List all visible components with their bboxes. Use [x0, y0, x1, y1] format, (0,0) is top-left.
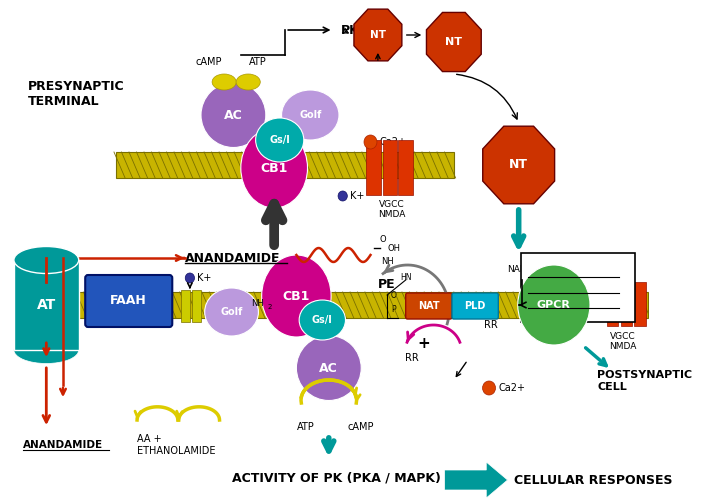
Ellipse shape	[299, 300, 346, 340]
Text: AT: AT	[36, 298, 56, 312]
Ellipse shape	[518, 265, 590, 345]
Polygon shape	[426, 12, 481, 71]
Text: K+: K+	[350, 191, 365, 201]
Text: P: P	[391, 305, 395, 314]
Text: CB1: CB1	[261, 162, 288, 175]
Bar	[63, 292, 648, 318]
Text: PK: PK	[341, 23, 360, 36]
Text: OH: OH	[387, 244, 400, 252]
Bar	[181, 290, 190, 322]
Text: Golf: Golf	[220, 307, 243, 317]
Text: PRESYNAPTIC
TERMINAL: PRESYNAPTIC TERMINAL	[28, 80, 124, 108]
Bar	[116, 152, 454, 178]
Ellipse shape	[212, 74, 236, 90]
FancyBboxPatch shape	[86, 275, 172, 327]
Text: cAMP: cAMP	[348, 422, 374, 432]
Text: O: O	[391, 290, 397, 299]
Text: GLUTAMATE: GLUTAMATE	[528, 268, 592, 278]
Ellipse shape	[14, 247, 79, 273]
Text: GABA, DOPAMINE: GABA, DOPAMINE	[528, 282, 624, 292]
Circle shape	[364, 135, 377, 149]
Text: PLD: PLD	[465, 301, 486, 311]
Circle shape	[338, 191, 347, 201]
Text: Ca2+: Ca2+	[498, 383, 525, 393]
Text: K+: K+	[197, 273, 212, 283]
Text: NT: NT	[445, 37, 463, 47]
Bar	[620, 282, 632, 326]
Bar	[606, 282, 618, 326]
Text: RR: RR	[484, 320, 498, 330]
Circle shape	[185, 273, 194, 283]
Bar	[634, 282, 646, 326]
Text: ATP: ATP	[249, 57, 266, 67]
Text: NT: NT	[509, 159, 528, 172]
Text: CB1: CB1	[283, 289, 310, 302]
Polygon shape	[354, 9, 402, 61]
FancyBboxPatch shape	[406, 293, 452, 319]
Text: ANANDAMIDE: ANANDAMIDE	[185, 251, 280, 264]
Text: AA +
ETHANOLAMIDE: AA + ETHANOLAMIDE	[137, 434, 216, 456]
Text: O: O	[380, 236, 386, 245]
Ellipse shape	[205, 288, 259, 336]
Text: POSTSYNAPTIC
CELL: POSTSYNAPTIC CELL	[597, 370, 693, 392]
Bar	[14, 260, 79, 350]
Text: VGCC
NMDA: VGCC NMDA	[378, 200, 405, 220]
Text: cAMP: cAMP	[195, 57, 222, 67]
Bar	[398, 140, 413, 195]
Ellipse shape	[256, 118, 304, 162]
Text: PE: PE	[378, 278, 395, 291]
Ellipse shape	[236, 74, 260, 90]
Polygon shape	[483, 126, 554, 204]
Text: CELLULAR RESPONSES: CELLULAR RESPONSES	[514, 474, 672, 487]
Text: NH: NH	[251, 298, 264, 307]
Text: Gs/I: Gs/I	[269, 135, 290, 145]
Text: GPCR: GPCR	[537, 300, 571, 310]
Text: NT: NT	[370, 30, 386, 40]
Ellipse shape	[261, 255, 331, 337]
Text: ANANDAMIDE: ANANDAMIDE	[23, 440, 103, 450]
Text: +: +	[483, 300, 496, 315]
Text: AC: AC	[224, 108, 243, 121]
Text: Golf: Golf	[299, 110, 322, 120]
Ellipse shape	[282, 90, 339, 140]
Text: ACETYLCHOLINE: ACETYLCHOLINE	[528, 297, 617, 307]
Bar	[192, 290, 201, 322]
Text: +: +	[418, 336, 430, 351]
Bar	[366, 140, 381, 195]
Bar	[383, 140, 397, 195]
Text: Gs/I: Gs/I	[312, 315, 333, 325]
Ellipse shape	[241, 128, 308, 208]
Ellipse shape	[297, 335, 361, 401]
Text: VGCC
NMDA: VGCC NMDA	[608, 332, 636, 351]
Text: NAPE: NAPE	[508, 265, 531, 274]
Circle shape	[482, 381, 496, 395]
Ellipse shape	[201, 82, 266, 148]
Polygon shape	[444, 462, 508, 498]
Text: ATP: ATP	[297, 422, 315, 432]
FancyBboxPatch shape	[521, 253, 635, 322]
Ellipse shape	[14, 336, 79, 363]
Text: FAAH: FAAH	[110, 294, 147, 307]
Text: NAT: NAT	[418, 301, 440, 311]
Text: NH: NH	[381, 257, 395, 266]
Text: AC: AC	[320, 361, 338, 375]
Text: Ca2+: Ca2+	[380, 137, 407, 147]
FancyBboxPatch shape	[452, 293, 498, 319]
Text: 2: 2	[268, 304, 272, 310]
Text: ACTIVITY OF PK (PKA / MAPK): ACTIVITY OF PK (PKA / MAPK)	[231, 472, 440, 485]
Text: RR: RR	[405, 353, 419, 363]
Text: HN: HN	[400, 273, 411, 282]
